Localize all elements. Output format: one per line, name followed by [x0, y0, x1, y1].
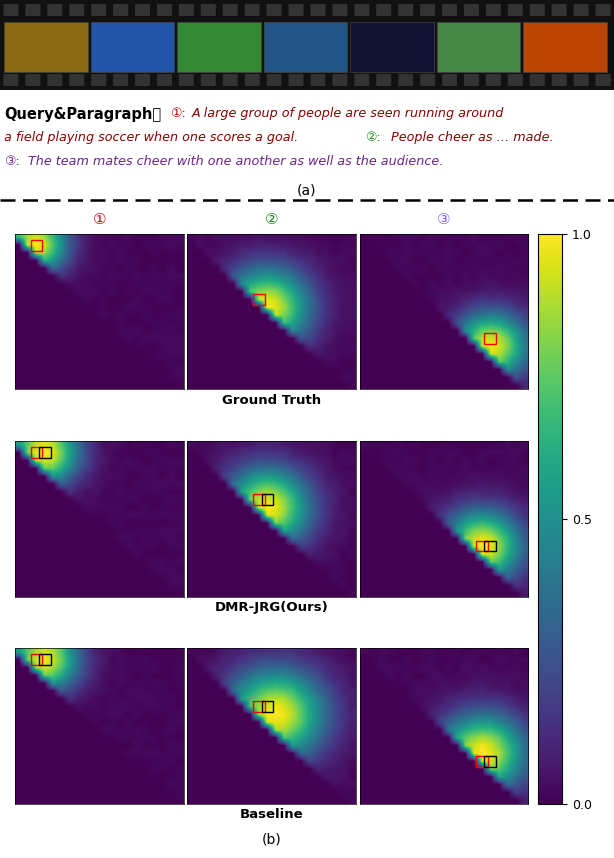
Text: The team mates cheer with one another as well as the audience.: The team mates cheer with one another as… [28, 155, 443, 168]
FancyBboxPatch shape [464, 74, 479, 86]
FancyBboxPatch shape [596, 74, 610, 86]
FancyBboxPatch shape [464, 4, 479, 16]
FancyBboxPatch shape [530, 4, 545, 16]
Text: Baseline: Baseline [240, 808, 303, 821]
FancyBboxPatch shape [157, 74, 172, 86]
Text: (a): (a) [297, 183, 317, 197]
FancyBboxPatch shape [91, 4, 106, 16]
FancyBboxPatch shape [420, 4, 435, 16]
Text: ②:: ②: [365, 131, 381, 144]
FancyBboxPatch shape [223, 4, 238, 16]
Bar [31, 240, 42, 251]
Text: ①:: ①: [170, 107, 186, 120]
FancyBboxPatch shape [376, 4, 391, 16]
Text: a field playing soccer when one scores a goal.: a field playing soccer when one scores a… [4, 131, 298, 144]
FancyBboxPatch shape [113, 74, 128, 86]
Bar [253, 294, 265, 305]
FancyBboxPatch shape [223, 74, 238, 86]
FancyBboxPatch shape [332, 4, 348, 16]
Text: (b): (b) [262, 832, 282, 846]
FancyBboxPatch shape [179, 74, 194, 86]
FancyBboxPatch shape [486, 4, 501, 16]
Bar [437, 22, 521, 72]
Bar [484, 541, 496, 552]
FancyBboxPatch shape [376, 74, 391, 86]
FancyBboxPatch shape [354, 74, 370, 86]
Bar [39, 655, 51, 665]
Bar [523, 22, 607, 72]
FancyBboxPatch shape [25, 4, 41, 16]
FancyBboxPatch shape [25, 74, 41, 86]
FancyBboxPatch shape [354, 4, 370, 16]
Bar [350, 22, 434, 72]
FancyBboxPatch shape [179, 4, 194, 16]
Bar [0, 0, 614, 90]
Text: DMR-JRG(Ours): DMR-JRG(Ours) [215, 601, 328, 614]
FancyBboxPatch shape [442, 74, 457, 86]
FancyBboxPatch shape [442, 4, 457, 16]
Bar [264, 22, 348, 72]
FancyBboxPatch shape [573, 74, 589, 86]
FancyBboxPatch shape [530, 74, 545, 86]
Text: Ground Truth: Ground Truth [222, 394, 321, 407]
FancyBboxPatch shape [420, 74, 435, 86]
FancyBboxPatch shape [508, 4, 523, 16]
Bar [4, 22, 88, 72]
Bar [476, 756, 488, 766]
FancyBboxPatch shape [113, 4, 128, 16]
Bar [476, 541, 488, 552]
FancyBboxPatch shape [135, 74, 150, 86]
FancyBboxPatch shape [551, 4, 567, 16]
FancyBboxPatch shape [289, 74, 303, 86]
FancyBboxPatch shape [398, 74, 413, 86]
FancyBboxPatch shape [135, 4, 150, 16]
Bar [262, 701, 273, 712]
FancyBboxPatch shape [244, 74, 260, 86]
FancyBboxPatch shape [266, 4, 282, 16]
FancyBboxPatch shape [486, 74, 501, 86]
FancyBboxPatch shape [398, 4, 413, 16]
FancyBboxPatch shape [311, 74, 325, 86]
FancyBboxPatch shape [47, 74, 63, 86]
FancyBboxPatch shape [266, 74, 282, 86]
FancyBboxPatch shape [573, 4, 589, 16]
Bar [484, 333, 496, 344]
FancyBboxPatch shape [596, 4, 610, 16]
FancyBboxPatch shape [332, 74, 348, 86]
Bar [31, 447, 42, 458]
FancyBboxPatch shape [201, 74, 216, 86]
Bar [253, 701, 265, 712]
FancyBboxPatch shape [289, 4, 303, 16]
Bar [484, 756, 496, 766]
Text: Query&Paragraph：: Query&Paragraph： [4, 107, 161, 122]
FancyBboxPatch shape [4, 4, 18, 16]
Bar [31, 655, 42, 665]
Text: ②: ② [265, 212, 279, 227]
FancyBboxPatch shape [551, 74, 567, 86]
Bar [91, 22, 174, 72]
FancyBboxPatch shape [69, 4, 84, 16]
FancyBboxPatch shape [244, 4, 260, 16]
FancyBboxPatch shape [4, 74, 18, 86]
Bar [39, 447, 51, 458]
FancyBboxPatch shape [508, 74, 523, 86]
Text: ①: ① [93, 212, 106, 227]
Text: People cheer as … made.: People cheer as … made. [387, 131, 553, 144]
FancyBboxPatch shape [311, 4, 325, 16]
FancyBboxPatch shape [69, 74, 84, 86]
Bar [253, 494, 265, 505]
Text: ③: ③ [437, 212, 451, 227]
Bar [262, 494, 273, 505]
Bar [177, 22, 261, 72]
FancyBboxPatch shape [47, 4, 63, 16]
FancyBboxPatch shape [201, 4, 216, 16]
FancyBboxPatch shape [91, 74, 106, 86]
FancyBboxPatch shape [157, 4, 172, 16]
Text: ③:: ③: [4, 155, 20, 168]
Text: A large group of people are seen running around: A large group of people are seen running… [192, 107, 504, 120]
